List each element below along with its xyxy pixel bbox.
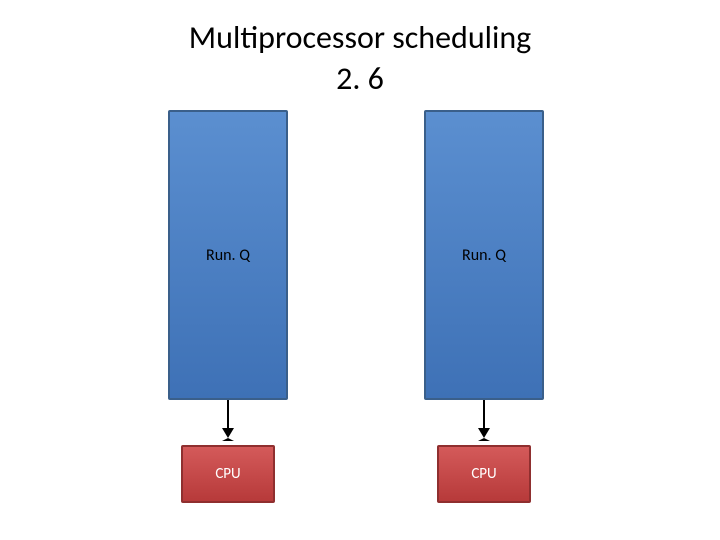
runq-box-right: Run. Q (424, 110, 544, 400)
cpu-box-right: CPU (437, 445, 531, 503)
cpu-box-left: CPU (181, 445, 275, 503)
column-right: Run. Q CPU (424, 110, 544, 503)
column-left: Run. Q CPU (168, 110, 288, 503)
runq-box-left: Run. Q (168, 110, 288, 400)
arrow-head-left (222, 428, 234, 441)
arrow-head-right (478, 428, 490, 441)
cpu-label-left: CPU (215, 465, 240, 483)
arrow-shaft-right (483, 400, 485, 428)
arrow-shaft-left (227, 400, 229, 428)
page-title: Multiprocessor scheduling 2. 6 (0, 18, 720, 98)
arrow-right (478, 400, 490, 441)
title-line-2: 2. 6 (0, 59, 720, 98)
runq-label-right: Run. Q (462, 246, 506, 265)
title-line-1: Multiprocessor scheduling (0, 18, 720, 57)
cpu-label-right: CPU (471, 465, 496, 483)
arrow-left (222, 400, 234, 441)
runq-label-left: Run. Q (206, 246, 250, 265)
